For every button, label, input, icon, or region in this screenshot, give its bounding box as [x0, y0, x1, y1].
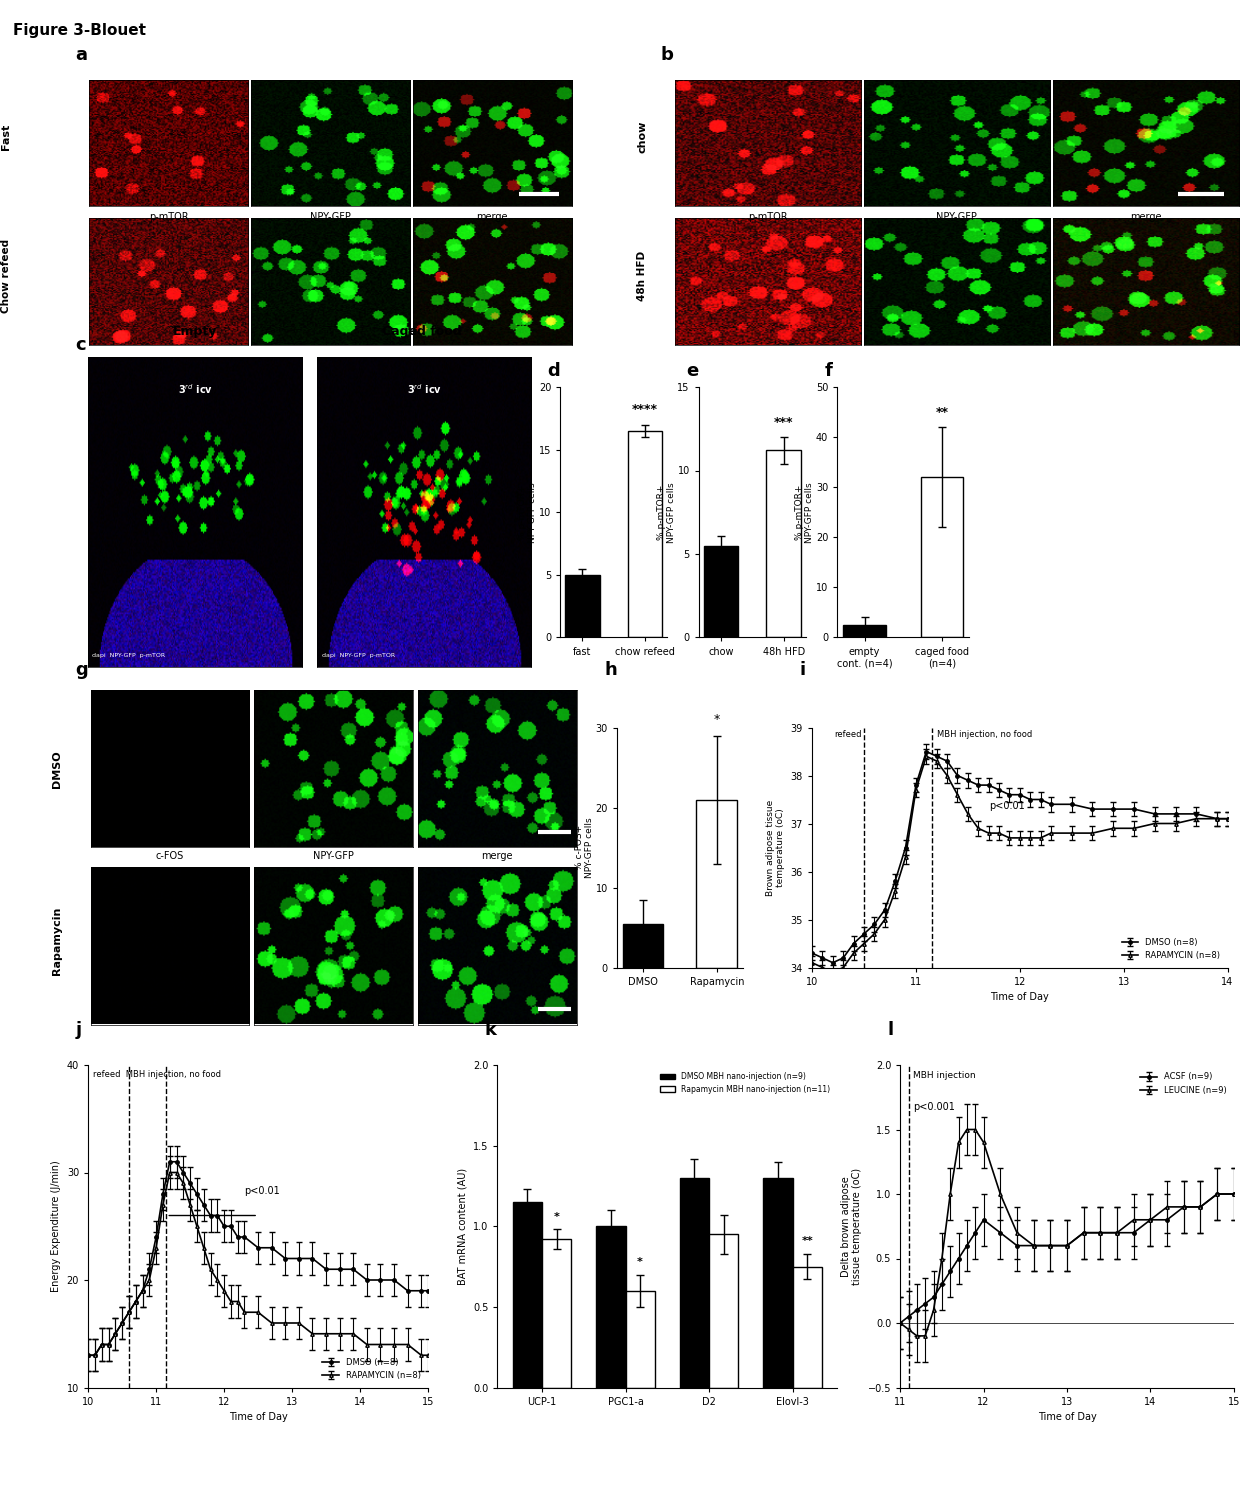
Text: refeed: refeed — [835, 730, 862, 740]
Text: Rapamycin: Rapamycin — [52, 908, 62, 975]
Bar — [767, 450, 801, 638]
Text: NPY-GFP: NPY-GFP — [937, 213, 977, 222]
Text: l: l — [888, 1022, 894, 1040]
Bar — [709, 1234, 738, 1388]
Text: 48h HFD: 48h HFD — [637, 251, 647, 300]
Y-axis label: Energy Expenditure (J/min): Energy Expenditure (J/min) — [52, 1161, 62, 1292]
X-axis label: Time of Day: Time of Day — [229, 1412, 287, 1422]
Text: d: d — [548, 362, 560, 380]
Text: merge: merge — [481, 852, 514, 861]
Text: Chow refeed: Chow refeed — [1, 238, 11, 312]
Bar — [623, 924, 663, 968]
Text: j: j — [76, 1022, 82, 1040]
Bar — [680, 1178, 709, 1388]
Text: g: g — [76, 662, 88, 680]
Text: MBH injection, no food: MBH injection, no food — [937, 730, 1032, 740]
Text: p<0.01: p<0.01 — [988, 801, 1025, 812]
Bar — [541, 1239, 572, 1388]
Text: Caged food: Caged food — [381, 324, 462, 338]
Bar — [844, 626, 886, 638]
Text: merge: merge — [476, 213, 507, 222]
Text: MBH injection: MBH injection — [913, 1071, 976, 1080]
Text: **: ** — [935, 406, 948, 418]
Text: NPY-GFP: NPY-GFP — [313, 852, 354, 861]
Text: 3$^{rd}$ icv: 3$^{rd}$ icv — [407, 382, 442, 396]
Y-axis label: BAT mRNA content (AU): BAT mRNA content (AU) — [457, 1167, 467, 1286]
Text: *: * — [554, 1212, 559, 1222]
Text: k: k — [485, 1022, 497, 1040]
Bar — [628, 430, 662, 638]
Bar — [920, 477, 963, 638]
Text: NPY-GFP: NPY-GFP — [310, 213, 351, 222]
Text: h: h — [604, 662, 617, 680]
Text: DMSO: DMSO — [52, 750, 62, 788]
Y-axis label: % p-mTOR+
NPY-GFP cells: % p-mTOR+ NPY-GFP cells — [517, 482, 538, 543]
Text: **: ** — [801, 1236, 813, 1246]
Text: *: * — [714, 714, 720, 726]
Legend: DMSO (n=8), RAPAMYCIN (n=8): DMSO (n=8), RAPAMYCIN (n=8) — [1118, 934, 1224, 963]
Bar — [512, 1202, 541, 1388]
Legend: DMSO MBH nano-injection (n=9), Rapamycin MBH nano-injection (n=11): DMSO MBH nano-injection (n=9), Rapamycin… — [657, 1070, 833, 1096]
Y-axis label: Delta brown adipose
tissue temperature (oC): Delta brown adipose tissue temperature (… — [841, 1167, 862, 1286]
Text: p<0.001: p<0.001 — [913, 1102, 954, 1112]
Text: merge: merge — [1129, 213, 1162, 222]
Bar — [793, 1266, 822, 1388]
Text: Figure 3-Blouet: Figure 3-Blouet — [13, 22, 146, 38]
Text: Empty: Empty — [172, 324, 218, 338]
Text: i: i — [799, 662, 806, 680]
Bar — [597, 1227, 626, 1388]
X-axis label: Time of Day: Time of Day — [1037, 1412, 1097, 1422]
Legend: ACSF (n=9), LEUCINE (n=9): ACSF (n=9), LEUCINE (n=9) — [1137, 1070, 1230, 1098]
Bar — [626, 1290, 655, 1388]
Y-axis label: % c-FOS+
NPY-GFP cells: % c-FOS+ NPY-GFP cells — [574, 818, 594, 878]
Text: chow: chow — [637, 120, 647, 153]
Text: ***: *** — [774, 416, 793, 429]
Bar — [763, 1178, 793, 1388]
Text: e: e — [686, 362, 699, 380]
Y-axis label: % p-mTOR+
NPY-GFP cells: % p-mTOR+ NPY-GFP cells — [794, 482, 815, 543]
Text: b: b — [661, 46, 674, 64]
Text: *: * — [637, 1257, 643, 1268]
Text: p-mTOR: p-mTOR — [149, 213, 189, 222]
Text: dapi  NPY-GFP  p-mTOR: dapi NPY-GFP p-mTOR — [92, 652, 165, 658]
Bar — [565, 574, 599, 638]
Legend: DMSO (n=8), RAPAMYCIN (n=8): DMSO (n=8), RAPAMYCIN (n=8) — [319, 1354, 424, 1383]
Text: p-mTOR: p-mTOR — [748, 213, 788, 222]
Text: 3$^{rd}$ icv: 3$^{rd}$ icv — [178, 382, 213, 396]
Text: Fast: Fast — [1, 124, 11, 150]
Y-axis label: Brown adipose tissue
temperature (oC): Brown adipose tissue temperature (oC) — [765, 800, 786, 895]
Text: a: a — [76, 46, 88, 64]
Text: refeed  MBH injection, no food: refeed MBH injection, no food — [93, 1071, 220, 1080]
Text: f: f — [825, 362, 832, 380]
Text: c: c — [76, 336, 86, 354]
Text: p<0.01: p<0.01 — [244, 1186, 281, 1196]
Bar — [696, 800, 737, 968]
X-axis label: Time of Day: Time of Day — [991, 992, 1049, 1002]
Bar — [704, 546, 738, 638]
Text: c-FOS: c-FOS — [156, 852, 184, 861]
Text: ****: **** — [632, 404, 658, 417]
Y-axis label: % p-mTOR+
NPY-GFP cells: % p-mTOR+ NPY-GFP cells — [656, 482, 676, 543]
Text: dapi  NPY-GFP  p-mTOR: dapi NPY-GFP p-mTOR — [321, 652, 394, 658]
